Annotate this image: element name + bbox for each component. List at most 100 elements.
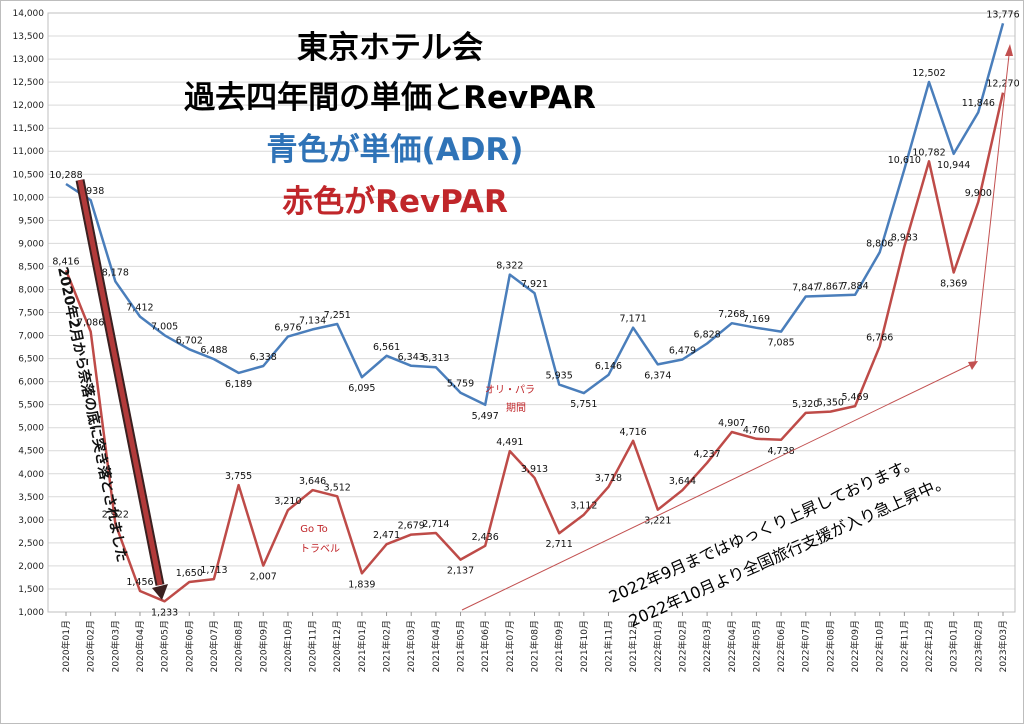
revpar-data-label: 1,456	[126, 577, 153, 588]
adr-data-label: 6,374	[644, 370, 671, 381]
y-tick-label: 3,000	[18, 516, 44, 526]
revpar-data-label: 4,491	[496, 437, 523, 448]
revpar-data-label: 3,718	[595, 473, 622, 484]
adr-data-label: 7,847	[792, 283, 819, 294]
y-tick-label: 14,000	[13, 9, 45, 19]
adr-data-label: 7,171	[620, 314, 647, 325]
adr-data-label: 6,338	[250, 352, 277, 363]
adr-data-label: 7,085	[767, 338, 794, 349]
x-tick-label: 2021年11月	[602, 620, 614, 672]
revpar-data-label: 4,760	[743, 425, 770, 436]
adr-data-label: 7,884	[841, 281, 868, 292]
x-tick-label: 2021年02月	[381, 620, 393, 672]
x-tick-label: 2020年07月	[208, 620, 220, 672]
y-tick-label: 8,500	[18, 262, 44, 272]
x-tick-label: 2021年05月	[455, 620, 467, 672]
x-tick-label: 2020年09月	[257, 620, 269, 672]
y-tick-label: 6,500	[18, 355, 44, 365]
y-tick-label: 10,000	[13, 193, 45, 203]
adr-data-label: 13,776	[986, 9, 1019, 20]
y-tick-label: 5,000	[18, 424, 44, 434]
adr-data-label: 7,251	[324, 310, 351, 321]
y-tick-label: 11,000	[13, 147, 45, 157]
x-tick-label: 2022年07月	[800, 620, 812, 672]
adr-data-label: 8,806	[866, 238, 893, 249]
revpar-data-label: 5,320	[792, 399, 819, 410]
revpar-data-label: 1,839	[348, 579, 375, 590]
x-tick-label: 2020年03月	[109, 620, 121, 672]
y-tick-label: 7,500	[18, 309, 44, 319]
x-tick-label: 2022年09月	[849, 620, 861, 672]
revpar-data-label: 4,907	[718, 418, 745, 429]
adr-data-label: 6,095	[348, 383, 375, 394]
y-tick-label: 5,500	[18, 401, 44, 411]
x-tick-label: 2023年01月	[948, 620, 960, 672]
x-tick-label: 2022年05月	[750, 620, 762, 672]
revpar-data-label: 3,112	[570, 501, 597, 512]
adr-data-label: 7,412	[126, 303, 153, 314]
y-tick-label: 7,000	[18, 332, 44, 342]
revpar-data-label: 4,716	[620, 427, 647, 438]
olypara-annotation-1: オリ・パラ	[485, 384, 535, 396]
x-tick-label: 2021年06月	[479, 620, 491, 672]
adr-data-label: 11,846	[962, 98, 995, 109]
revpar-data-label: 3,221	[644, 516, 671, 527]
revpar-data-label: 12,270	[986, 79, 1019, 90]
y-tick-label: 12,500	[13, 78, 45, 88]
adr-data-label: 10,610	[888, 155, 921, 166]
series-lines	[64, 22, 1005, 603]
x-tick-label: 2021年12月	[627, 620, 639, 672]
adr-data-label: 7,921	[521, 279, 548, 290]
revpar-data-label: 1,650	[176, 568, 203, 579]
adr-series-line	[65, 22, 1005, 407]
revpar-data-label: 5,350	[817, 398, 844, 409]
revpar-data-label: 5,469	[841, 392, 868, 403]
revpar-data-label: 2,137	[447, 566, 474, 577]
revpar-data-label: 4,237	[694, 449, 721, 460]
x-tick-label: 2022年03月	[701, 620, 713, 672]
revpar-data-label: 10,782	[912, 147, 945, 158]
y-tick-label: 2,000	[18, 562, 44, 572]
revpar-data-label: 2,922	[102, 509, 129, 520]
x-tick-label: 2023年03月	[997, 620, 1009, 672]
revpar-data-label: 4,738	[767, 446, 794, 457]
y-tick-label: 6,000	[18, 378, 44, 388]
revpar-data-label: 2,711	[546, 539, 573, 550]
y-tick-label: 12,000	[13, 101, 45, 111]
x-tick-label: 2020年02月	[85, 620, 97, 672]
revpar-data-label: 3,646	[299, 476, 326, 487]
olypara-annotation-2: 期間	[506, 402, 526, 414]
x-tick-label: 2022年02月	[676, 620, 688, 672]
revpar-data-label: 2,436	[472, 532, 499, 543]
revpar-data-label: 1,713	[200, 565, 227, 576]
x-tick-label: 2022年06月	[775, 620, 787, 672]
revpar-data-label: 8,416	[52, 256, 79, 267]
y-tick-label: 1,000	[18, 608, 44, 618]
revpar-data-label: 3,755	[225, 471, 252, 482]
adr-data-label: 7,169	[743, 314, 770, 325]
adr-data-label: 6,479	[669, 346, 696, 357]
y-tick-label: 3,500	[18, 493, 44, 503]
adr-data-label: 10,944	[937, 160, 970, 171]
trend-arrows	[461, 44, 1013, 611]
revpar-data-label: 1,233	[151, 607, 178, 618]
x-tick-label: 2020年08月	[233, 620, 245, 672]
x-tick-label: 2022年08月	[824, 620, 836, 672]
revpar-data-label: 6,766	[866, 332, 893, 343]
adr-data-label: 8,178	[102, 267, 129, 278]
adr-data-label: 6,702	[176, 335, 203, 346]
rise-annotation-1: 2022年9月まではゆっくり上昇しております。	[606, 452, 921, 606]
x-tick-label: 2022年10月	[874, 620, 886, 672]
plot-area	[47, 12, 1016, 613]
revpar-data-label: 7,086	[77, 318, 104, 329]
revpar-data-label: 3,512	[324, 482, 351, 493]
adr-data-label: 6,561	[373, 342, 400, 353]
revpar-data-label: 2,007	[250, 572, 277, 583]
revpar-data-label: 3,644	[669, 476, 696, 487]
x-tick-label: 2021年08月	[529, 620, 541, 672]
x-tick-label: 2020年05月	[159, 620, 171, 672]
chart-title-line1: 東京ホテル会	[297, 30, 483, 66]
adr-data-label: 10,288	[49, 170, 82, 181]
